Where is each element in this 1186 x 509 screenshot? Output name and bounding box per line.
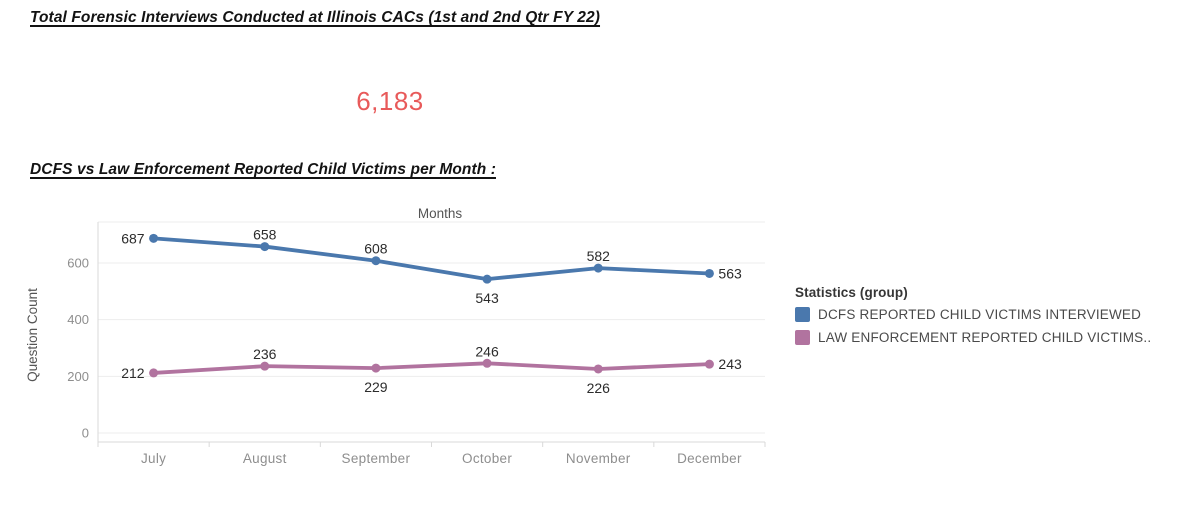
data-point[interactable]: [260, 361, 270, 371]
x-tick-label: November: [566, 451, 631, 466]
data-point[interactable]: [704, 268, 714, 278]
y-tick-label: 0: [82, 426, 89, 441]
series-line-1: [151, 361, 712, 375]
data-point[interactable]: [593, 364, 603, 374]
total-interviews-value: 6,183: [356, 86, 424, 116]
legend-swatch: [795, 330, 810, 345]
data-label: 687: [121, 230, 145, 246]
x-tick-label: October: [462, 451, 512, 466]
data-label: 226: [587, 380, 611, 396]
y-axis-title: Question Count: [25, 288, 40, 382]
x-tick-label: August: [243, 451, 287, 466]
data-point[interactable]: [149, 233, 159, 243]
data-point[interactable]: [149, 368, 159, 378]
data-label: 243: [718, 356, 742, 372]
data-label: 658: [253, 227, 277, 243]
data-label: 246: [475, 343, 499, 359]
data-label: 236: [253, 346, 277, 362]
data-point[interactable]: [371, 256, 381, 266]
legend-title: Statistics (group): [795, 285, 908, 300]
data-label: 543: [475, 290, 499, 306]
legend-item-dcfs[interactable]: DCFS REPORTED CHILD VICTIMS INTERVIEWED: [795, 307, 1151, 322]
data-point[interactable]: [260, 242, 270, 252]
legend-item-label: DCFS REPORTED CHILD VICTIMS INTERVIEWED: [818, 307, 1142, 322]
data-label: 582: [587, 248, 611, 264]
data-point[interactable]: [704, 359, 714, 369]
data-label: 608: [364, 241, 388, 257]
y-tick-label: 200: [67, 369, 89, 384]
legend-item-label: LAW ENFORCEMENT REPORTED CHILD VICTIMS..: [818, 330, 1152, 345]
y-tick-label: 600: [67, 256, 89, 271]
legend: Statistics (group) DCFS REPORTED CHILD V…: [795, 285, 1151, 353]
x-tick-label: December: [677, 451, 742, 466]
data-label: 563: [718, 265, 742, 281]
y-tick-label: 400: [67, 312, 89, 327]
series-line-0: [151, 236, 712, 282]
data-label: 212: [121, 365, 145, 381]
x-axis-title: Months: [418, 206, 463, 221]
report-title: Total Forensic Interviews Conducted at I…: [30, 9, 601, 26]
legend-swatch: [795, 307, 810, 322]
data-point[interactable]: [482, 274, 492, 284]
line-chart: 0 200 400 600 Months Question Count July August…: [25, 206, 766, 466]
section-title: DCFS vs Law Enforcement Reported Child V…: [30, 161, 496, 178]
x-tick-label: September: [342, 451, 411, 466]
data-point[interactable]: [482, 358, 492, 368]
legend-item-law[interactable]: LAW ENFORCEMENT REPORTED CHILD VICTIMS..: [795, 330, 1151, 345]
data-point[interactable]: [593, 263, 603, 273]
x-tick-label: July: [141, 451, 166, 466]
data-label: 229: [364, 379, 388, 395]
data-point[interactable]: [371, 363, 381, 373]
